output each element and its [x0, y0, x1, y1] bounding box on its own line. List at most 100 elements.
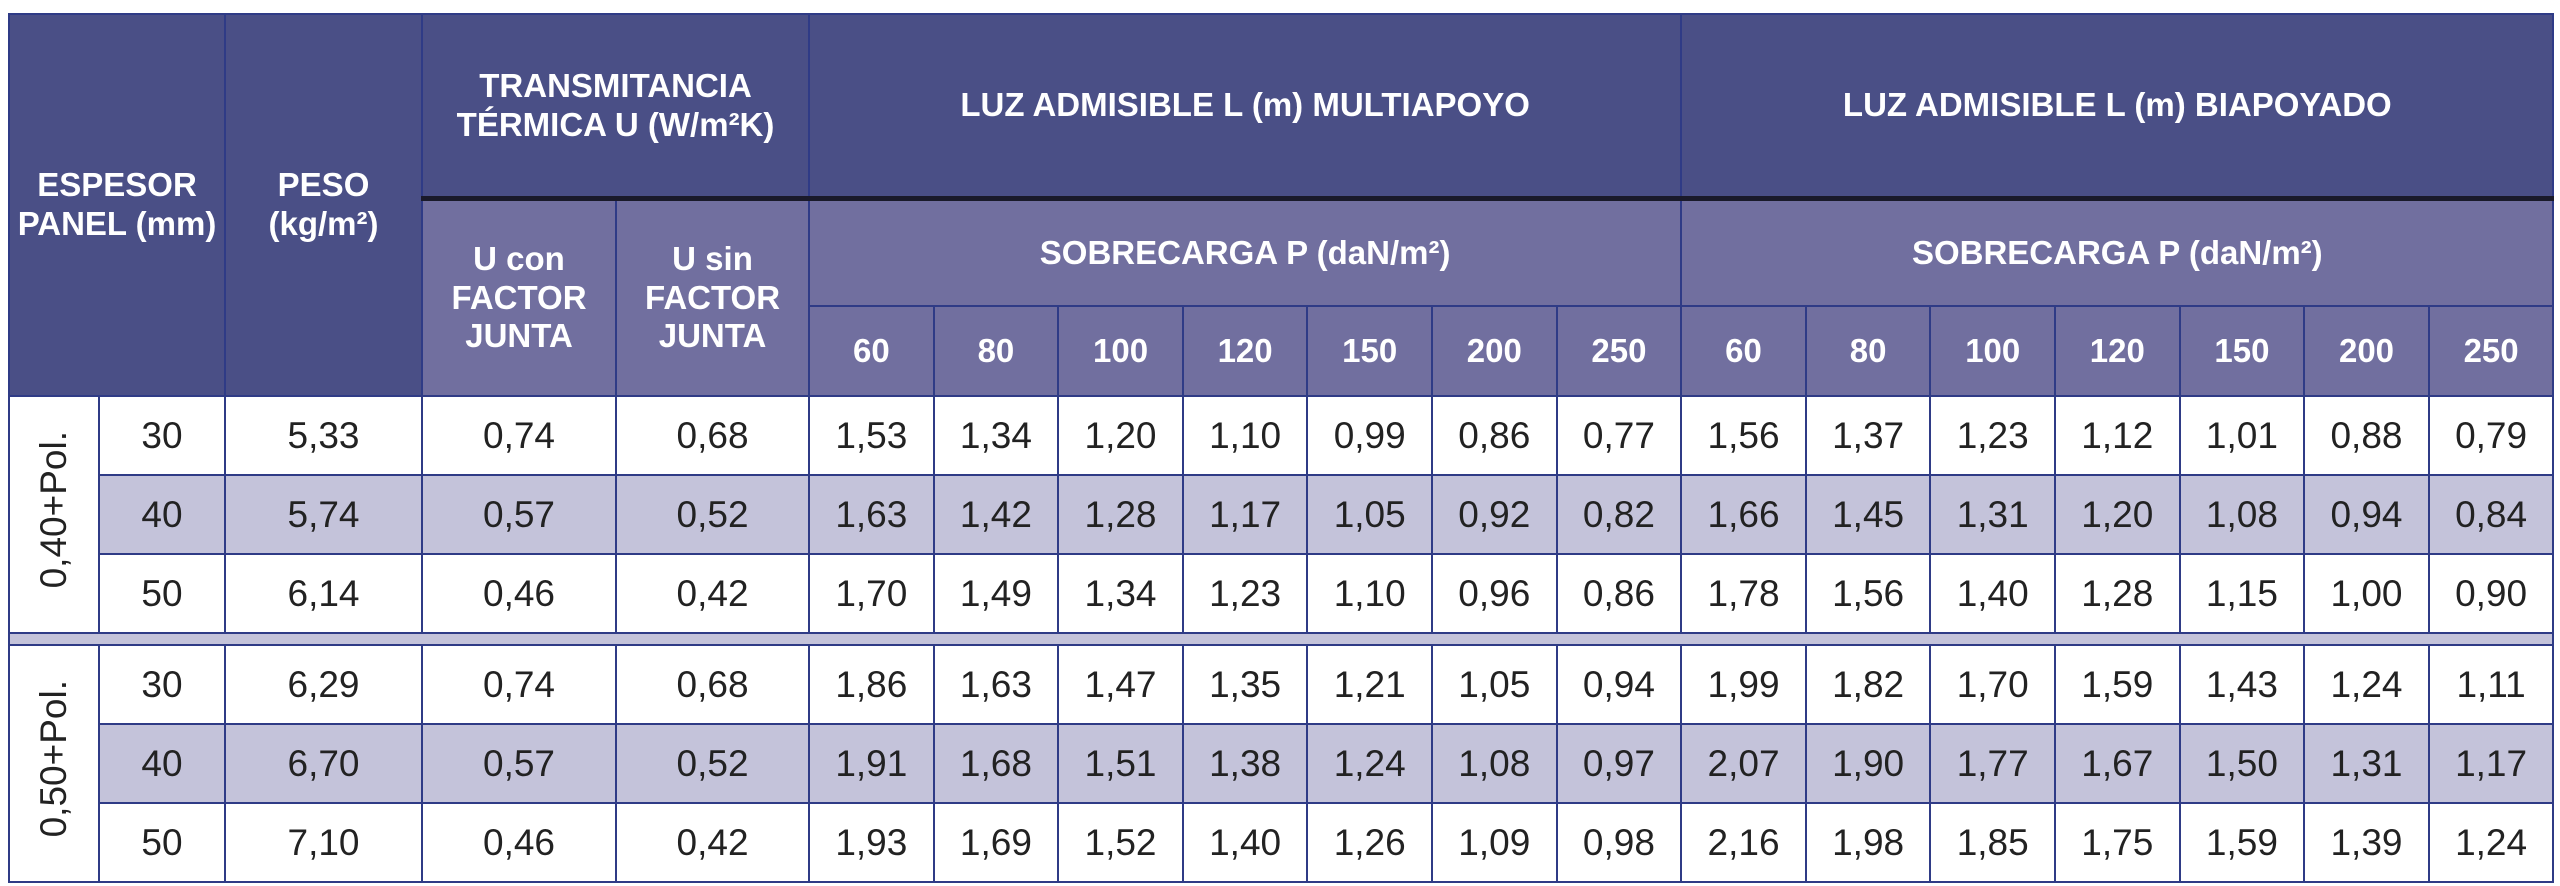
luz-biapoyado-cell: 1,50	[2178, 723, 2306, 804]
luz-biapoyado-cell: 1,85	[1929, 802, 2057, 883]
luz-multiapoyo-cell: 1,49	[932, 553, 1060, 634]
luz-multiapoyo-cell: 1,91	[808, 723, 935, 804]
luz-biapoyado-cell: 1,59	[2178, 802, 2306, 883]
group-label-cell: 0,40+Pol.	[8, 395, 100, 634]
luz-multiapoyo-cell: 1,05	[1306, 474, 1433, 555]
luz-multiapoyo-cell: 1,10	[1181, 395, 1309, 476]
luz-biapoyado-cell: 1,28	[2054, 553, 2181, 634]
luz-biapoyado-cell: 1,23	[1929, 395, 2057, 476]
luz-biapoyado-cell: 0,79	[2427, 395, 2555, 476]
luz-multiapoyo-cell: 1,23	[1181, 553, 1309, 634]
luz-multiapoyo-cell: 0,86	[1431, 395, 1558, 476]
luz-multiapoyo-cell: 1,38	[1181, 723, 1309, 804]
luz-multiapoyo-cell: 0,92	[1431, 474, 1558, 555]
luz-multiapoyo-cell: 1,26	[1306, 802, 1433, 883]
luz-multiapoyo-cell: 1,05	[1431, 644, 1558, 725]
luz-biapoyado-cell: 1,67	[2054, 723, 2181, 804]
luz-multiapoyo-cell: 1,35	[1181, 644, 1309, 725]
luz-multiapoyo-cell: 1,47	[1057, 644, 1184, 725]
luz-biapoyado-cell: 1,12	[2054, 395, 2181, 476]
luz-biapoyado-cell: 2,07	[1680, 723, 1807, 804]
load-header-bi-200: 200	[2303, 305, 2430, 397]
table-row: 50 6,14 0,46 0,42 1,70 1,49 1,34 1,23 1,10 0,96 0,…	[9, 553, 2555, 634]
table-row: 40 6,70 0,57 0,52 1,91 1,68 1,51 1,38 1,24 1,08 0,…	[9, 723, 2555, 804]
luz-biapoyado-cell: 1,24	[2303, 644, 2430, 725]
luz-biapoyado-cell: 1,59	[2054, 644, 2181, 725]
table-row: 50 7,10 0,46 0,42 1,93 1,69 1,52 1,40 1,26 1,09 0,…	[9, 802, 2555, 883]
u-sin-cell: 0,52	[615, 474, 811, 555]
luz-biapoyado-cell: 1,56	[1680, 395, 1807, 476]
luz-biapoyado-cell: 1,17	[2427, 723, 2555, 804]
peso-cell: 5,33	[224, 395, 424, 476]
luz-biapoyado-cell: 1,11	[2427, 644, 2555, 725]
table-row: 0,40+Pol. 30 5,33 0,74 0,68 1,53 1,34 1,20 1,10 0…	[8, 395, 2555, 634]
header-luz-biapoyado: LUZ ADMISIBLE L (m) BIAPOYADO	[1680, 13, 2555, 201]
luz-multiapoyo-cell: 1,52	[1057, 802, 1184, 883]
load-header-bi-250: 250	[2427, 305, 2555, 397]
luz-biapoyado-cell: 2,16	[1680, 802, 1807, 883]
u-con-cell: 0,46	[421, 802, 618, 883]
luz-multiapoyo-cell: 1,34	[932, 395, 1060, 476]
luz-biapoyado-cell: 1,99	[1680, 644, 1807, 725]
peso-cell: 7,10	[224, 802, 424, 883]
luz-multiapoyo-cell: 1,17	[1181, 474, 1309, 555]
luz-biapoyado-cell: 1,15	[2178, 553, 2306, 634]
luz-biapoyado-cell: 1,90	[1804, 723, 1932, 804]
luz-multiapoyo-cell: 1,63	[932, 644, 1060, 725]
load-header-multi-200: 200	[1431, 305, 1558, 397]
espesor-cell: 50	[97, 553, 227, 634]
header-peso: PESO (kg/m²)	[224, 13, 424, 397]
luz-biapoyado-cell: 1,40	[1929, 553, 2057, 634]
load-header-bi-60: 60	[1680, 305, 1807, 397]
u-sin-cell: 0,52	[615, 723, 811, 804]
header-u-sin-factor: U sin FACTOR JUNTA	[615, 197, 811, 397]
load-header-bi-150: 150	[2178, 305, 2306, 397]
load-header-bi-100: 100	[1929, 305, 2057, 397]
luz-multiapoyo-cell: 0,98	[1555, 802, 1683, 883]
espesor-cell: 40	[97, 474, 227, 555]
peso-cell: 6,14	[224, 553, 424, 634]
luz-biapoyado-cell: 1,45	[1804, 474, 1932, 555]
luz-multiapoyo-cell: 1,51	[1057, 723, 1184, 804]
luz-biapoyado-cell: 0,94	[2303, 474, 2430, 555]
luz-biapoyado-cell: 1,75	[2054, 802, 2181, 883]
u-con-cell: 0,57	[421, 474, 618, 555]
group-label: 0,40+Pol.	[33, 431, 74, 589]
luz-biapoyado-cell: 1,31	[1929, 474, 2057, 555]
luz-biapoyado-cell: 1,78	[1680, 553, 1807, 634]
espesor-cell: 50	[97, 802, 227, 883]
espesor-cell: 30	[97, 395, 227, 476]
luz-multiapoyo-cell: 1,24	[1306, 723, 1433, 804]
luz-biapoyado-cell: 1,39	[2303, 802, 2430, 883]
load-header-bi-80: 80	[1804, 305, 1932, 397]
group-separator	[7, 632, 2555, 646]
luz-multiapoyo-cell: 0,86	[1555, 553, 1683, 634]
group-label: 0,50+Pol.	[33, 680, 74, 838]
header-espesor: ESPESOR PANEL (mm)	[7, 13, 227, 397]
luz-biapoyado-cell: 1,70	[1929, 644, 2057, 725]
luz-biapoyado-cell: 0,90	[2427, 553, 2555, 634]
luz-multiapoyo-cell: 0,99	[1306, 395, 1433, 476]
header-transmitancia: TRANSMITANCIA TÉRMICA U (W/m²K)	[421, 13, 811, 201]
peso-cell: 6,70	[224, 723, 424, 804]
luz-multiapoyo-cell: 1,09	[1431, 802, 1558, 883]
espesor-cell: 40	[97, 723, 227, 804]
luz-biapoyado-cell: 1,37	[1804, 395, 1932, 476]
luz-multiapoyo-cell: 1,69	[932, 802, 1060, 883]
u-con-cell: 0,74	[421, 395, 618, 476]
luz-biapoyado-cell: 1,01	[2178, 395, 2306, 476]
u-sin-cell: 0,42	[615, 802, 811, 883]
u-sin-cell: 0,42	[615, 553, 811, 634]
u-con-cell: 0,57	[421, 723, 618, 804]
luz-biapoyado-cell: 0,84	[2427, 474, 2555, 555]
header-sobrecarga-bi: SOBRECARGA P (daN/m²)	[1680, 197, 2555, 307]
peso-cell: 5,74	[224, 474, 424, 555]
luz-multiapoyo-cell: 1,53	[808, 395, 935, 476]
luz-biapoyado-cell: 1,66	[1680, 474, 1807, 555]
luz-multiapoyo-cell: 1,63	[808, 474, 935, 555]
load-header-multi-150: 150	[1306, 305, 1433, 397]
load-header-multi-60: 60	[808, 305, 935, 397]
group-label-cell: 0,50+Pol.	[8, 644, 100, 883]
table-row: 0,50+Pol. 30 6,29 0,74 0,68 1,86 1,63 1,47 1,35 1…	[8, 644, 2555, 883]
luz-biapoyado-cell: 1,00	[2303, 553, 2430, 634]
